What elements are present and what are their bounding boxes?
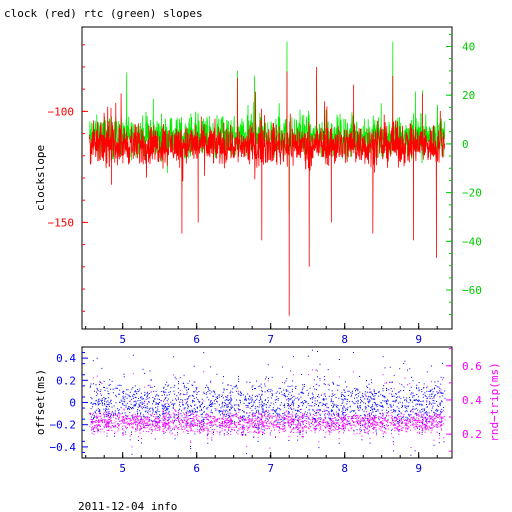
bottom-left-tick-label-2: 0 [69,397,76,410]
top-y-axis-label: clockslope [34,145,47,211]
top-plot-frame [81,26,453,330]
bottom-left-tick-label-1: 0.2 [56,374,76,387]
footer-info: 2011-12-04 info [78,500,177,512]
bottom-left-axis-label: offset(ms) [34,369,47,435]
top-right-tick-label-4: −40 [462,235,482,248]
top-plot-series [89,41,445,316]
top-right-tick-label-3: −20 [462,187,482,200]
bottom-x-tick-label-2: 7 [267,462,274,475]
top-right-tick-label-2: 0 [462,138,469,151]
bottom-right-tick-label-2: 0.2 [462,428,482,441]
top-right-tick-label-1: 20 [462,89,475,102]
chart-title: clock (red) rtc (green) slopes [4,7,203,20]
top-left-tick-label-0: −100 [48,105,75,118]
series-points-offset [89,349,446,457]
bottom-left-tick-label-4: −0.4 [50,441,77,454]
top-x-tick-label-0: 5 [119,333,126,346]
bottom-x-tick-label-1: 6 [193,462,200,475]
top-x-tick-label-1: 6 [193,333,200,346]
series-dots-rnd-trip [89,369,446,449]
top-plot-axes: 5 6 7 8 9 −100 −150 40 20 0 −20 −40 −60 [48,33,482,346]
bottom-plot-series [89,349,446,457]
bottom-right-tick-label-0: 0.6 [462,360,482,373]
bottom-x-tick-label-0: 5 [119,462,126,475]
top-x-tick-label-2: 7 [267,333,274,346]
bottom-left-tick-label-3: −0.2 [50,419,77,432]
bottom-x-tick-label-4: 9 [415,462,422,475]
series-line-clock [89,66,445,316]
bottom-plot-frame [81,346,453,459]
series-dots-offset [89,349,446,457]
series-points-rnd-trip [89,369,446,449]
top-right-tick-label-0: 40 [462,40,475,53]
top-left-tick-label-1: −150 [48,216,75,229]
bottom-x-tick-label-3: 8 [341,462,348,475]
bottom-right-axis-label: rnd−trip(ms) [488,362,501,441]
series-line-rtc [89,41,445,213]
bottom-right-tick-label-1: 0.4 [462,394,482,407]
bottom-plot-axes: 5 6 7 8 9 0.4 0.2 0 −0.2 −0.4 0.6 0.4 0.2 [50,348,482,475]
top-x-tick-label-3: 8 [341,333,348,346]
top-x-tick-label-4: 9 [415,333,422,346]
bottom-left-tick-label-0: 0.4 [56,352,76,365]
top-right-tick-label-5: −60 [462,284,482,297]
